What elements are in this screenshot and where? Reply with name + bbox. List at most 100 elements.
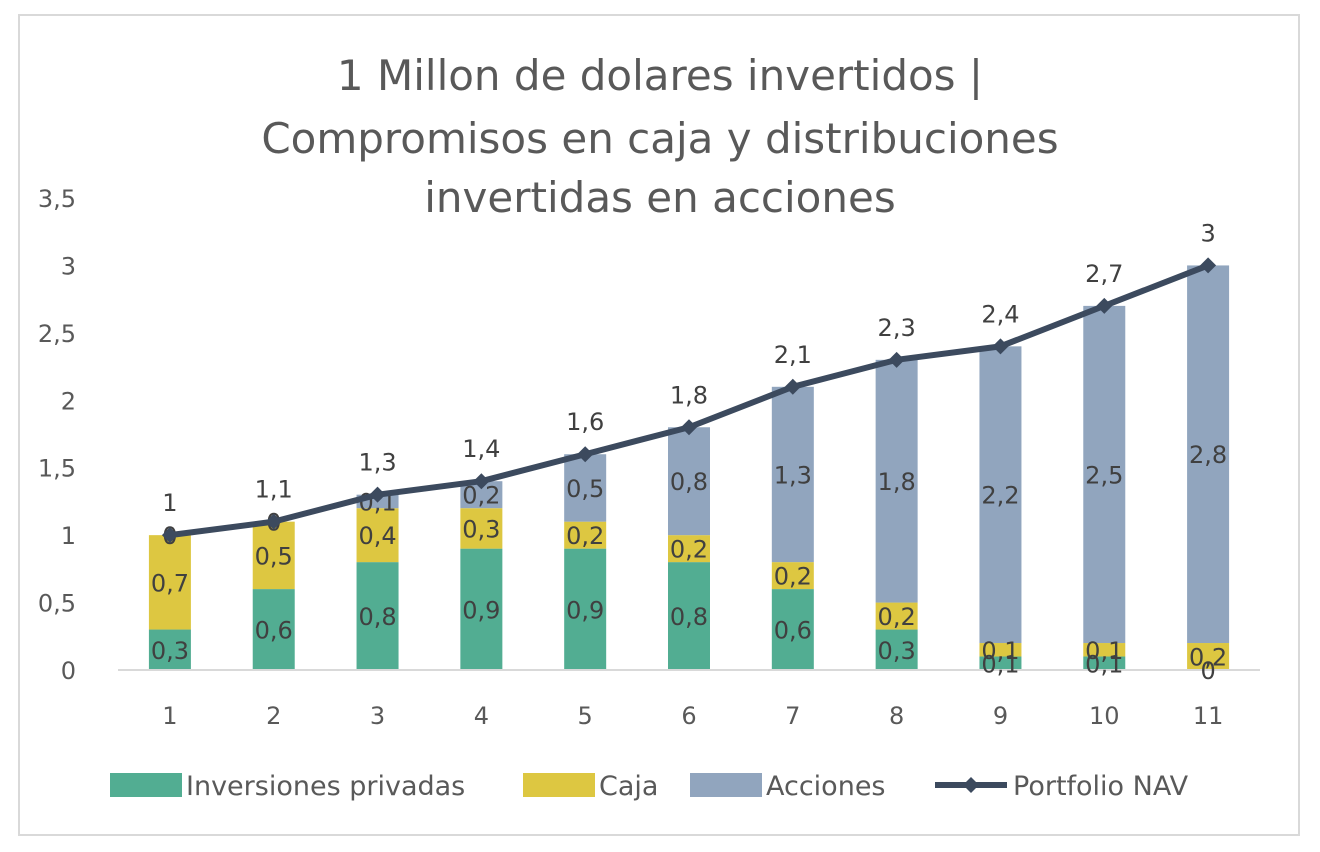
bar-caja: [668, 535, 710, 563]
portfolio-nav-label: 2,7: [1085, 260, 1123, 288]
legend-label-caja: Caja: [599, 771, 658, 802]
bar-inversiones-privadas: [771, 589, 814, 670]
y-tick-label: 2: [61, 387, 76, 415]
bar-inversiones-privadas: [148, 629, 191, 670]
bar-inversiones-privadas: [1083, 656, 1126, 670]
chart-title-line: invertidas en acciones: [424, 173, 895, 222]
bar-acciones: [1187, 265, 1230, 644]
data-label-inversiones-privadas: 0: [1200, 657, 1215, 685]
bar-caja: [1187, 643, 1230, 670]
legend-swatch-acciones: [690, 773, 762, 797]
bar-acciones: [1083, 305, 1126, 644]
x-tick-label: 4: [474, 702, 489, 730]
data-label-acciones: 2,5: [1085, 461, 1123, 489]
bar-inversiones-privadas: [564, 548, 607, 670]
y-tick-label: 1: [61, 522, 76, 550]
data-label-caja: 0,5: [255, 542, 293, 570]
y-tick-label: 3: [61, 252, 76, 280]
bar-caja: [875, 602, 918, 630]
bar-acciones: [979, 346, 1022, 644]
data-label-caja: 0,2: [670, 536, 708, 564]
data-label-inversiones-privadas: 0,3: [878, 637, 916, 665]
data-label-caja: 0,1: [1085, 637, 1123, 665]
portfolio-nav-label: 2,4: [981, 300, 1019, 328]
data-label-inversiones-privadas: 0,1: [1085, 650, 1123, 678]
data-label-acciones: 1,8: [878, 468, 916, 496]
y-tick-label: 1,5: [38, 455, 76, 483]
data-label-inversiones-privadas: 0,6: [774, 617, 812, 645]
portfolio-nav-marker: [992, 338, 1009, 355]
legend-marker-portfolio-nav: [963, 777, 979, 793]
x-tick-label: 1: [162, 702, 177, 730]
x-tick-label: 11: [1193, 702, 1224, 730]
legend-swatch-inversiones-privadas: [110, 773, 182, 797]
portfolio-nav-marker: [577, 446, 594, 463]
chart-title-line: Compromisos en caja y distribuciones: [261, 114, 1058, 163]
portfolio-nav-marker: [888, 351, 905, 368]
legend-label-portfolio-nav: Portfolio NAV: [1013, 771, 1189, 802]
bar-acciones: [875, 359, 918, 603]
data-label-inversiones-privadas: 0,8: [358, 603, 396, 631]
x-tick-label: 3: [370, 702, 385, 730]
data-label-inversiones-privadas: 0,9: [566, 596, 604, 624]
data-label-acciones: 2,8: [1189, 441, 1227, 469]
data-label-caja: 0,2: [1189, 644, 1227, 672]
bar-caja: [771, 562, 814, 590]
data-label-caja: 0,4: [358, 522, 396, 550]
chart-title-line: 1 Millon de dolares invertidos |: [337, 51, 983, 100]
data-label-caja: 0,2: [566, 522, 604, 550]
data-label-inversiones-privadas: 0,1: [981, 650, 1019, 678]
bar-acciones: [668, 427, 710, 536]
portfolio-nav-label: 1,1: [255, 476, 293, 504]
y-tick-label: 0: [61, 657, 76, 685]
data-label-acciones: 0,8: [670, 468, 708, 496]
portfolio-nav-marker: [369, 486, 386, 503]
portfolio-nav-label: 1: [162, 489, 177, 517]
portfolio-nav-label: 1,4: [462, 435, 500, 463]
portfolio-nav-marker: [473, 473, 490, 490]
portfolio-nav-label: 1,8: [670, 381, 708, 409]
portfolio-nav-marker: [161, 527, 178, 544]
data-label-inversiones-privadas: 0,6: [255, 617, 293, 645]
legend-swatch-caja: [523, 773, 595, 797]
bar-inversiones-privadas: [460, 548, 503, 670]
bar-acciones: [771, 386, 814, 563]
bar-caja: [356, 508, 399, 563]
bar-inversiones-privadas: [875, 629, 918, 670]
data-label-caja: 0,3: [462, 515, 500, 543]
portfolio-nav-label: 1,3: [358, 449, 396, 477]
data-label-acciones: 2,2: [981, 482, 1019, 510]
portfolio-nav-marker: [784, 378, 801, 395]
x-tick-label: 10: [1089, 702, 1120, 730]
x-tick-label: 8: [889, 702, 904, 730]
portfolio-nav-label: 1,6: [566, 408, 604, 436]
x-tick-label: 5: [578, 702, 593, 730]
data-label-inversiones-privadas: 0,8: [670, 603, 708, 631]
x-tick-label: 6: [681, 702, 696, 730]
legend-label-acciones: Acciones: [766, 771, 886, 802]
bar-inversiones-privadas: [668, 562, 710, 670]
portfolio-nav-label: 2,1: [774, 341, 812, 369]
data-label-inversiones-privadas: 0,9: [462, 596, 500, 624]
portfolio-nav-label: 2,3: [878, 314, 916, 342]
portfolio-nav-marker: [265, 513, 282, 530]
bar-inversiones-privadas: [356, 562, 399, 670]
x-tick-label: 2: [266, 702, 281, 730]
bar-inversiones-privadas: [979, 656, 1022, 670]
bar-inversiones-privadas: [252, 589, 295, 670]
y-tick-label: 3,5: [38, 185, 76, 213]
portfolio-nav-marker: [681, 419, 697, 436]
x-tick-label: 9: [993, 702, 1008, 730]
data-label-caja: 0,2: [774, 563, 812, 591]
data-label-caja: 0,7: [151, 569, 189, 597]
bar-caja: [252, 521, 295, 590]
y-tick-label: 0,5: [38, 590, 76, 618]
portfolio-nav-marker: [1200, 257, 1217, 274]
data-label-caja: 0,1: [981, 637, 1019, 665]
y-tick-label: 2,5: [38, 320, 76, 348]
portfolio-nav-label: 3: [1200, 219, 1215, 247]
bar-caja: [564, 521, 607, 549]
bar-acciones: [564, 454, 607, 522]
bar-caja: [148, 535, 191, 630]
